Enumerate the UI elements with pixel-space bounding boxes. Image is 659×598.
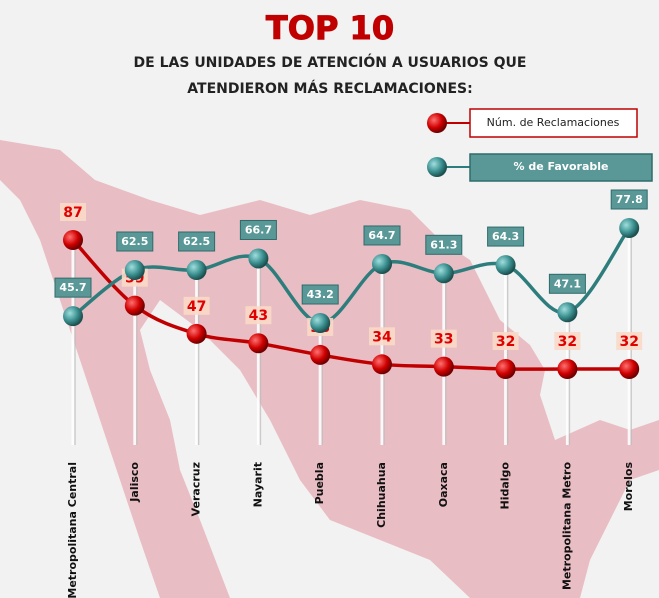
value-label-bg (116, 231, 154, 252)
point (495, 359, 516, 379)
value-label: 43 (249, 308, 268, 324)
point (63, 306, 83, 327)
legend-label: Núm. de Reclamaciones (487, 116, 620, 129)
value-label: 47.1 (554, 277, 581, 290)
value-label: 47 (187, 299, 206, 315)
value-label: 34 (372, 329, 392, 345)
value-label-bg (369, 327, 395, 346)
point (619, 359, 640, 379)
value-label: 45.7 (59, 281, 86, 294)
value-label: 32 (496, 334, 515, 350)
value-label-bg (54, 277, 92, 298)
x-tick-label: Metropolitana Central (66, 462, 79, 598)
point (433, 356, 454, 377)
point (186, 323, 207, 344)
value-label-bg (548, 273, 586, 294)
x-tick-label: Morelos (622, 462, 635, 512)
chart-title: TOP 10 (266, 9, 394, 47)
x-tick-label: Jalisco (128, 462, 141, 503)
x-tick-label: Chihuahua (375, 462, 388, 528)
value-label-bg (554, 332, 581, 350)
point (63, 230, 83, 250)
value-label-bg (425, 234, 463, 255)
point (433, 263, 454, 284)
legend-marker (427, 157, 447, 177)
value-label-bg (301, 284, 339, 305)
value-label: 66.7 (245, 223, 272, 236)
x-tick-label: Nayarit (251, 462, 264, 507)
point (186, 260, 207, 281)
value-label-bg (178, 231, 216, 252)
value-label: 87 (63, 205, 82, 221)
series-line (71, 238, 630, 371)
point (124, 295, 145, 316)
subtitle: ATENDIERON MÁS RECLAMACIONES: (187, 80, 472, 97)
point (557, 359, 578, 379)
value-label-bg (60, 203, 86, 221)
value-label-bg (492, 332, 519, 350)
value-label: 62.5 (183, 235, 210, 248)
value-label-bg (363, 225, 401, 246)
value-label: 33 (434, 332, 453, 348)
point (372, 253, 392, 274)
value-label: 64.3 (492, 230, 519, 243)
value-label: 77.8 (616, 193, 643, 206)
point (310, 313, 331, 333)
point (619, 218, 640, 238)
legend-marker (427, 113, 447, 133)
x-tick-label: Metropolitana Metro (560, 462, 573, 590)
legend-label: % de Favorable (514, 160, 609, 173)
value-label: 62.5 (121, 235, 148, 248)
subtitle: DE LAS UNIDADES DE ATENCIÓN A USUARIOS Q… (134, 53, 527, 71)
value-label-bg (239, 219, 277, 240)
point (495, 255, 516, 276)
point (248, 333, 269, 354)
point (248, 248, 269, 269)
legend-box (469, 153, 653, 182)
value-label: 61.3 (430, 238, 457, 251)
x-tick-label: Oaxaca (437, 462, 450, 507)
point (310, 344, 331, 365)
point (124, 260, 145, 281)
value-label-bg (487, 226, 525, 247)
x-tick-label: Hidalgo (499, 462, 512, 510)
value-label-bg (183, 296, 210, 315)
legend-box (469, 108, 638, 138)
value-label: 32 (619, 334, 638, 350)
value-label-bg (610, 189, 648, 210)
value-label: 43.2 (307, 288, 334, 301)
map-background (0, 140, 659, 598)
point (372, 354, 392, 375)
value-label: 64.7 (368, 229, 395, 242)
value-label-bg (430, 329, 457, 348)
value-label: 32 (558, 334, 577, 350)
point (557, 302, 578, 323)
value-label-bg (245, 306, 272, 325)
series-line (71, 226, 631, 325)
value-label-bg (616, 332, 643, 350)
x-tick-label: Veracruz (190, 462, 203, 516)
x-tick-label: Puebla (313, 462, 326, 504)
